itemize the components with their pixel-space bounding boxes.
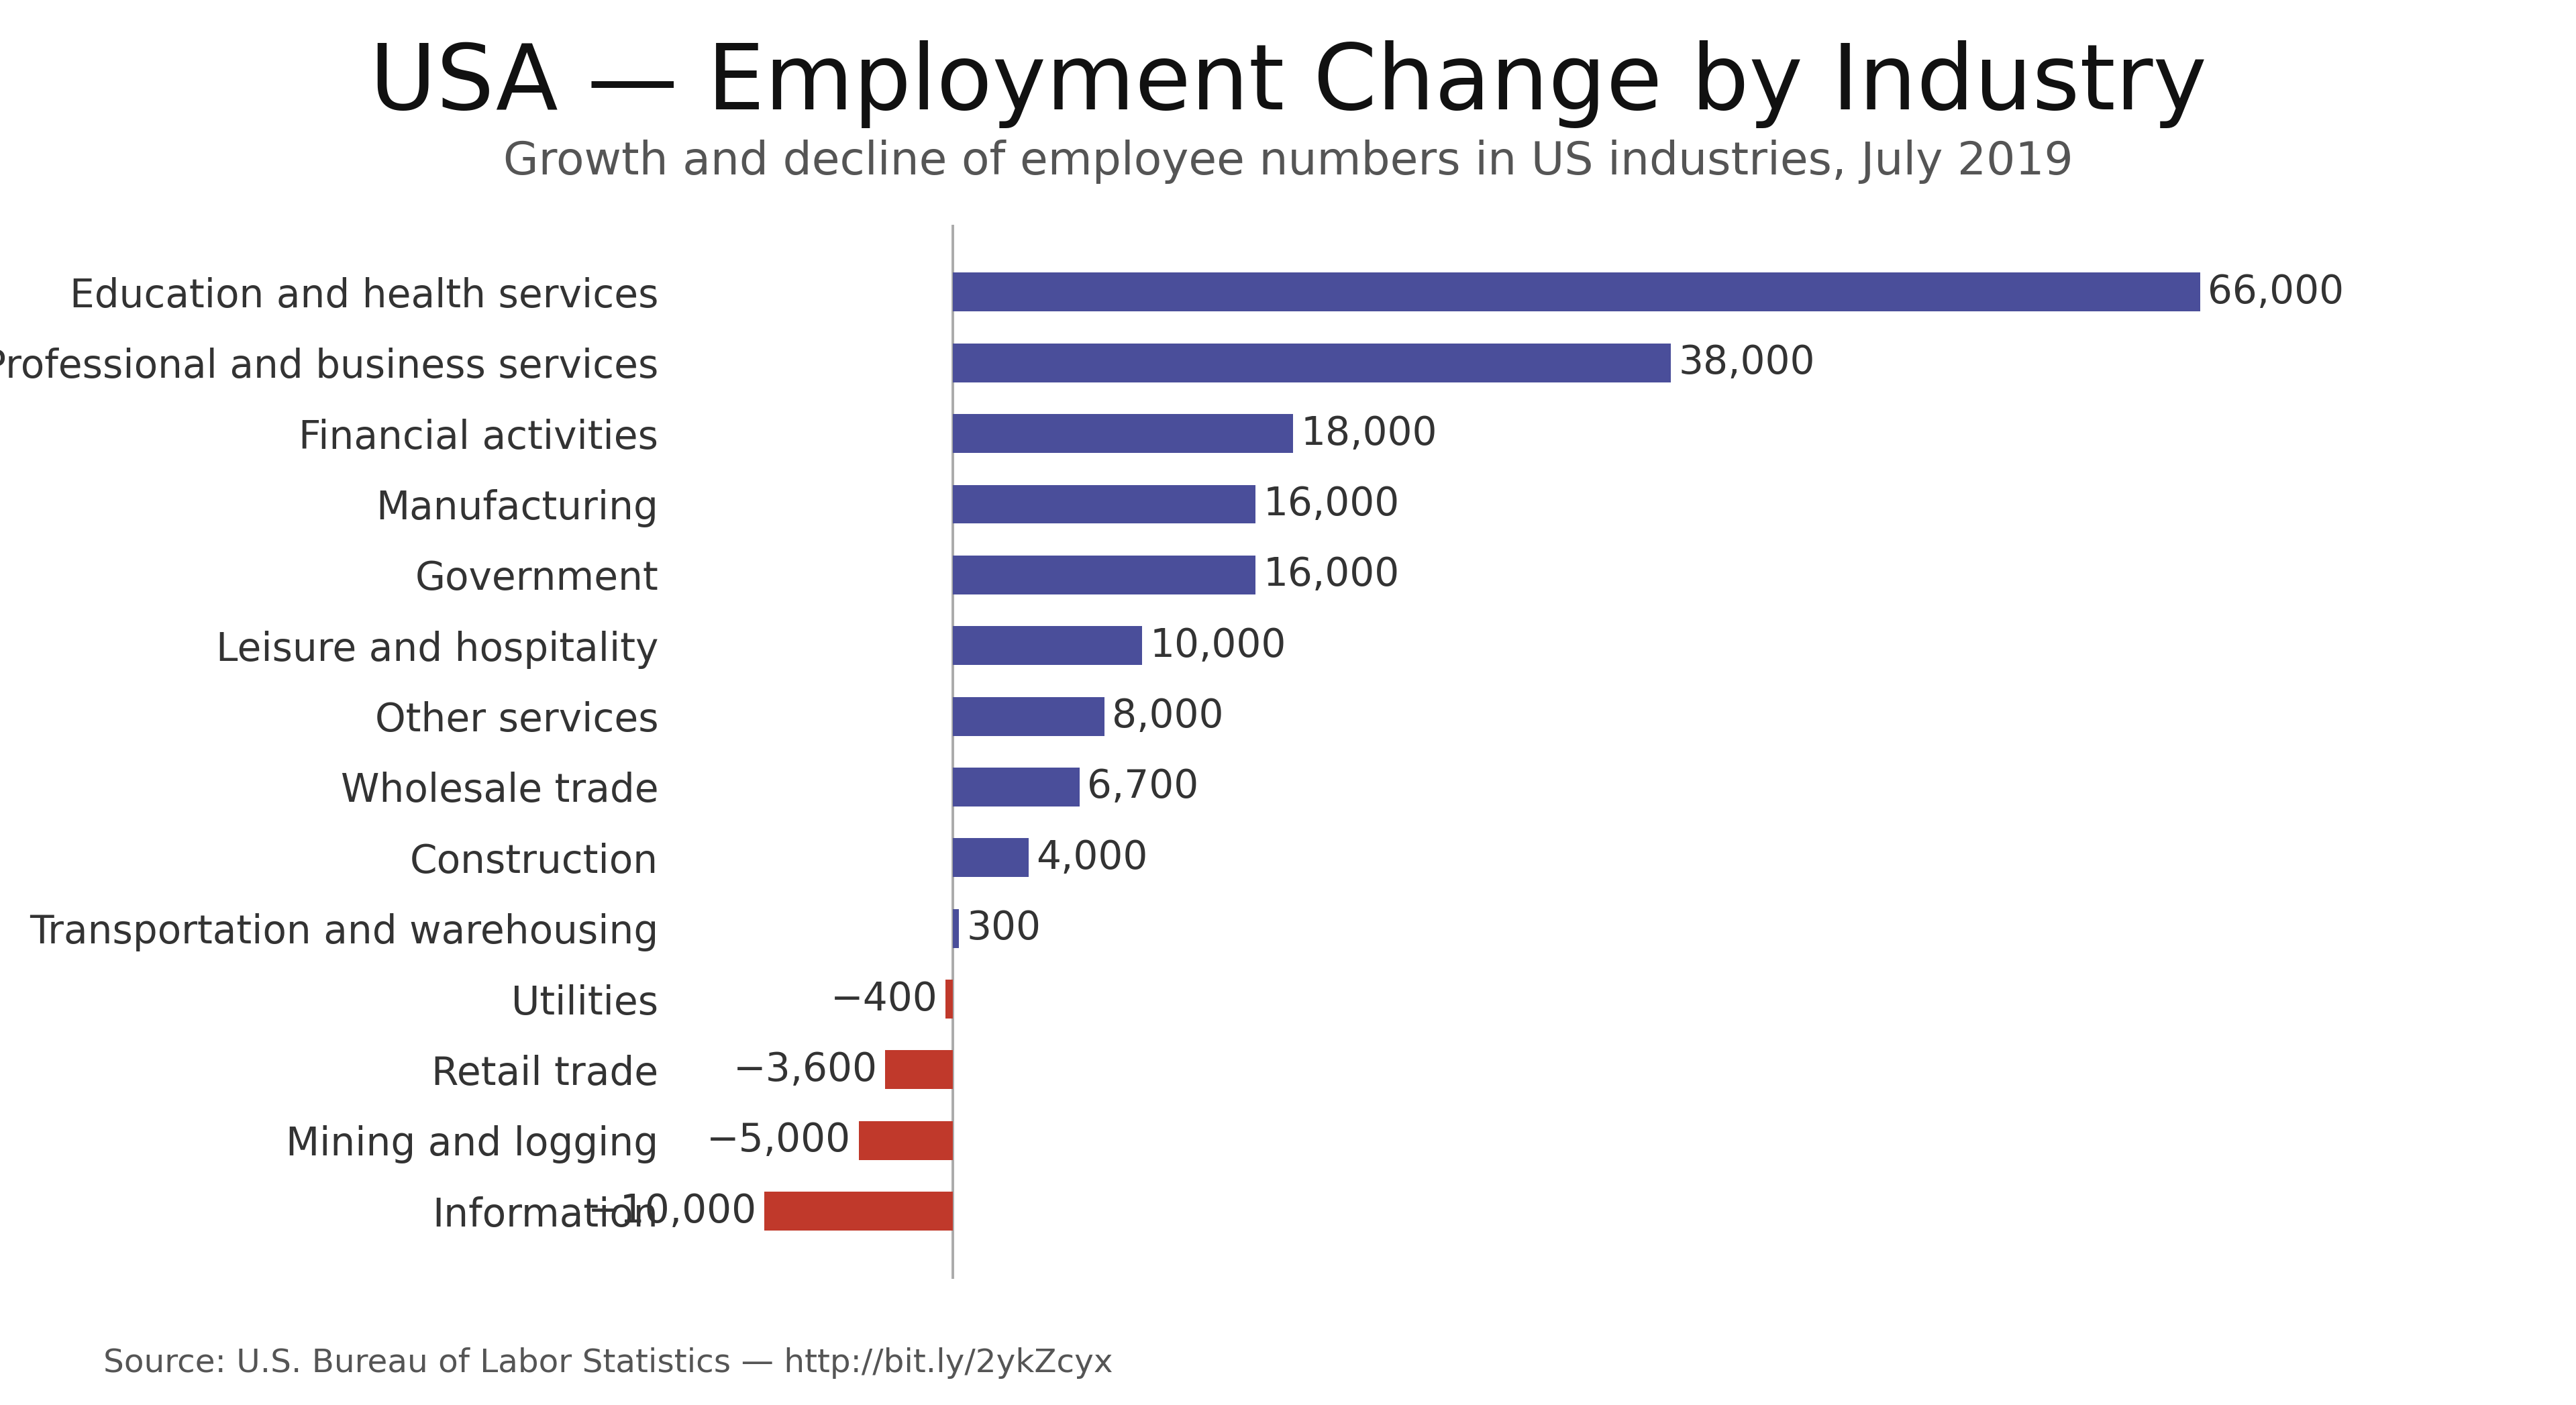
Text: 16,000: 16,000 <box>1262 556 1399 594</box>
Text: −400: −400 <box>832 981 938 1019</box>
Text: 6,700: 6,700 <box>1087 769 1198 806</box>
Text: Growth and decline of employee numbers in US industries, July 2019: Growth and decline of employee numbers i… <box>502 139 2074 184</box>
Bar <box>953 343 1672 382</box>
Text: −3,600: −3,600 <box>734 1051 878 1089</box>
Bar <box>953 909 958 948</box>
Bar <box>953 273 2200 312</box>
Bar <box>858 1121 953 1161</box>
Text: 18,000: 18,000 <box>1301 414 1437 452</box>
Bar <box>945 979 953 1019</box>
Text: 300: 300 <box>966 909 1041 947</box>
Text: 38,000: 38,000 <box>1680 344 1816 382</box>
Text: Source: U.S. Bureau of Labor Statistics — http://bit.ly/2ykZcyx: Source: U.S. Bureau of Labor Statistics … <box>103 1347 1113 1378</box>
Bar <box>765 1191 953 1231</box>
Bar <box>953 485 1255 524</box>
Text: 16,000: 16,000 <box>1262 485 1399 523</box>
Text: −5,000: −5,000 <box>706 1121 850 1159</box>
Text: 66,000: 66,000 <box>2208 273 2344 312</box>
Text: 10,000: 10,000 <box>1149 627 1285 665</box>
Text: USA — Employment Change by Industry: USA — Employment Change by Industry <box>368 41 2208 128</box>
Bar <box>953 839 1028 877</box>
Text: −10,000: −10,000 <box>587 1191 757 1231</box>
Text: 8,000: 8,000 <box>1113 697 1224 735</box>
Bar <box>886 1051 953 1089</box>
Bar <box>953 767 1079 806</box>
Text: 4,000: 4,000 <box>1036 839 1149 877</box>
Bar <box>953 627 1141 665</box>
Bar <box>953 697 1105 736</box>
Bar <box>953 555 1255 594</box>
Bar <box>953 414 1293 452</box>
